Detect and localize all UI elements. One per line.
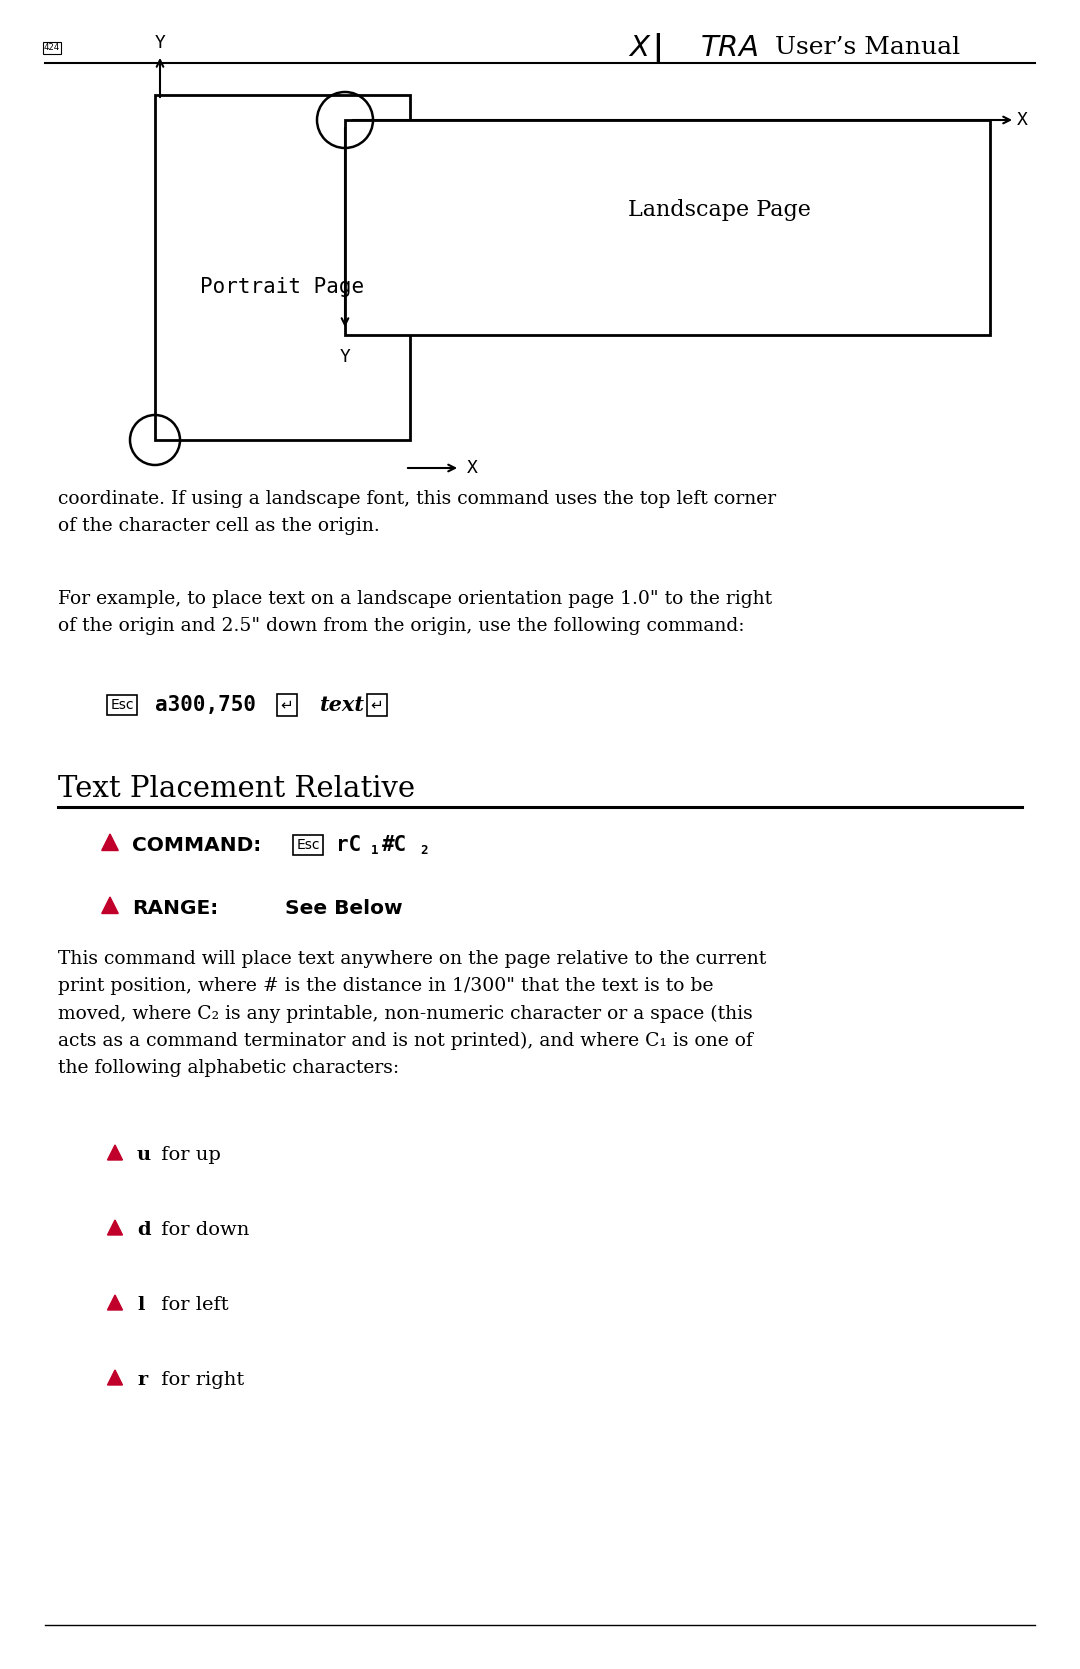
- Text: X: X: [467, 459, 477, 477]
- Text: Portrait Page: Portrait Page: [200, 277, 364, 297]
- Text: rC: rC: [336, 834, 361, 855]
- Text: ↵: ↵: [281, 698, 294, 713]
- Text: Landscape Page: Landscape Page: [627, 199, 810, 222]
- Text: $\mathbf{\mathit{X}}$: $\mathbf{\mathit{X}}$: [629, 33, 652, 62]
- Text: See Below: See Below: [285, 898, 403, 918]
- Text: d: d: [137, 1222, 150, 1238]
- Text: User’s Manual: User’s Manual: [775, 37, 960, 60]
- Text: l: l: [137, 1297, 145, 1314]
- Text: for down: for down: [156, 1222, 249, 1238]
- Polygon shape: [102, 896, 118, 913]
- Polygon shape: [102, 834, 118, 851]
- Text: 1: 1: [372, 843, 378, 856]
- Text: for up: for up: [156, 1147, 221, 1163]
- Text: For example, to place text on a landscape orientation page 1.0" to the right
of : For example, to place text on a landscap…: [58, 591, 772, 636]
- Text: a300,750: a300,750: [156, 694, 256, 714]
- Text: X: X: [1016, 112, 1027, 129]
- Text: $\mathbf{|}$: $\mathbf{|}$: [652, 30, 661, 63]
- Text: Y: Y: [339, 349, 350, 366]
- Polygon shape: [108, 1295, 122, 1310]
- Text: coordinate. If using a landscape font, this command uses the top left corner
of : coordinate. If using a landscape font, t…: [58, 491, 777, 536]
- Polygon shape: [108, 1145, 122, 1160]
- Text: r: r: [137, 1370, 147, 1389]
- Text: This command will place text anywhere on the page relative to the current
print : This command will place text anywhere on…: [58, 950, 766, 1077]
- Text: for right: for right: [156, 1370, 244, 1389]
- Text: Esc: Esc: [296, 838, 320, 851]
- Text: ↵: ↵: [370, 698, 383, 713]
- Bar: [156, 95, 410, 441]
- Text: u: u: [137, 1147, 151, 1163]
- Text: text: text: [320, 694, 365, 714]
- Text: 2: 2: [420, 843, 428, 856]
- Text: $\mathbf{\mathit{TRA}}$: $\mathbf{\mathit{TRA}}$: [700, 33, 758, 62]
- Bar: [345, 120, 990, 335]
- Text: COMMAND:: COMMAND:: [132, 836, 261, 855]
- Polygon shape: [108, 1220, 122, 1235]
- Polygon shape: [108, 1370, 122, 1385]
- Text: Esc: Esc: [110, 698, 134, 713]
- Text: #C: #C: [382, 834, 407, 855]
- Text: Y: Y: [154, 33, 165, 52]
- Text: Text Placement Relative: Text Placement Relative: [58, 774, 415, 803]
- Text: 424: 424: [44, 43, 60, 52]
- Text: for left: for left: [156, 1297, 229, 1314]
- Text: RANGE:: RANGE:: [132, 898, 218, 918]
